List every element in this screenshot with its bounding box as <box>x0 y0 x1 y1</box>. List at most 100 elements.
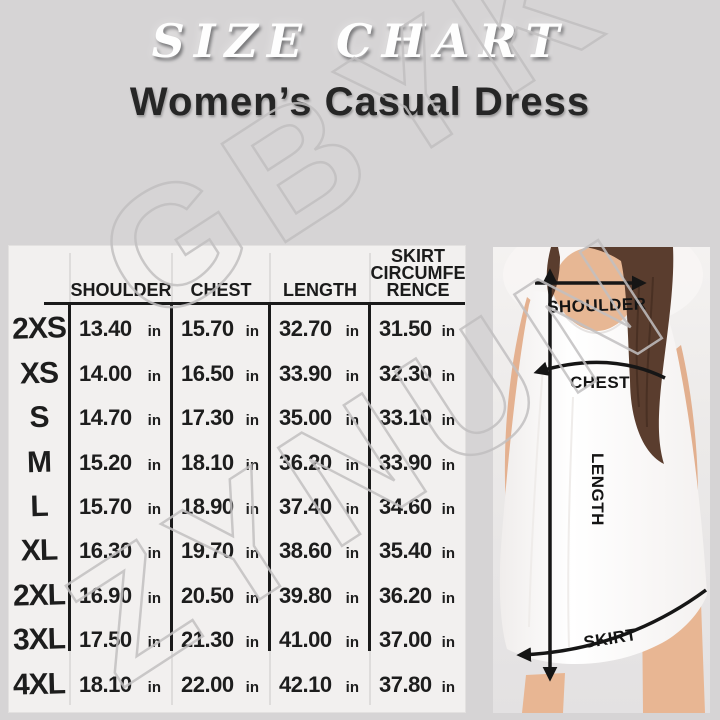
unit-label: in <box>441 634 455 652</box>
unit-label: in <box>245 456 259 474</box>
neck-skin <box>553 247 641 331</box>
measurement-cell: 18.10 in <box>172 450 270 476</box>
measurement-value: 38.60 <box>279 538 332 564</box>
measurement-cell: 34.60 in <box>370 494 466 520</box>
measurement-value: 33.10 <box>379 405 432 431</box>
measurement-cell: 17.50 in <box>70 627 172 653</box>
unit-label: in <box>245 500 259 518</box>
measurement-value: 41.00 <box>279 627 332 653</box>
column-header-chest: CHEST <box>190 279 252 300</box>
measurement-cell: 16.30 in <box>70 538 172 564</box>
measurement-value: 18.10 <box>79 671 132 697</box>
table-body: 2XS 13.40 in 15.70 in 32.70 in 31.50 in … <box>8 307 466 707</box>
measurement-cell: 16.90 in <box>70 583 172 609</box>
unit-label: in <box>345 545 359 563</box>
column-header-length: LENGTH <box>283 279 357 300</box>
unit-label: in <box>245 545 259 563</box>
unit-label: in <box>147 589 161 607</box>
measurement-cell: 37.00 in <box>370 627 466 653</box>
unit-label: in <box>245 367 259 385</box>
size-table: SHOULDER CHEST LENGTH SKIRT CIRCUMFERENC… <box>8 245 466 713</box>
measurement-cell: 32.30 in <box>370 361 466 387</box>
left-leg <box>522 673 565 713</box>
table-row: 2XL 16.90 in 20.50 in 39.80 in 36.20 in <box>8 574 466 618</box>
measurement-value: 15.20 <box>79 449 132 475</box>
measurement-cell: 18.10 in <box>70 672 172 698</box>
measurement-cell: 15.70 in <box>172 316 270 342</box>
unit-label: in <box>147 678 161 696</box>
unit-label: in <box>147 412 161 430</box>
measurement-value: 19.70 <box>181 538 234 564</box>
measurement-cell: 38.60 in <box>270 538 370 564</box>
measurement-cell: 20.50 in <box>172 583 270 609</box>
dress-diagram: SHOULDER CHEST LENGTH SKIRT <box>499 247 708 713</box>
size-label: 2XS <box>11 311 67 346</box>
measurement-value: 17.50 <box>79 627 132 653</box>
measurement-value: 37.80 <box>379 671 432 697</box>
measurement-value: 31.50 <box>379 316 432 342</box>
measurement-cell: 14.70 in <box>70 405 172 431</box>
measurement-value: 39.80 <box>279 582 332 608</box>
table-row: M 15.20 in 18.10 in 36.20 in 33.90 in <box>8 440 466 484</box>
unit-label: in <box>441 323 455 341</box>
unit-label: in <box>441 545 455 563</box>
unit-label: in <box>345 412 359 430</box>
measurement-value: 16.50 <box>181 360 234 386</box>
measurement-value: 35.00 <box>279 405 332 431</box>
size-label: XL <box>20 533 58 568</box>
measurement-cell: 35.00 in <box>270 405 370 431</box>
unit-label: in <box>245 678 259 696</box>
measurement-cell: 33.90 in <box>370 450 466 476</box>
dress-photo: SHOULDER CHEST LENGTH SKIRT <box>493 247 710 713</box>
unit-label: in <box>345 500 359 518</box>
hair-strands <box>635 276 654 428</box>
size-label: 2XL <box>12 578 66 613</box>
measurement-cell: 21.30 in <box>172 627 270 653</box>
measurement-cell: 39.80 in <box>270 583 370 609</box>
measurement-value: 14.00 <box>79 360 132 386</box>
size-label: 4XL <box>12 667 66 702</box>
measurement-cell: 33.10 in <box>370 405 466 431</box>
column-divider <box>368 302 371 651</box>
unit-label: in <box>147 500 161 518</box>
unit-label: in <box>441 412 455 430</box>
measurement-cell: 37.80 in <box>370 672 466 698</box>
measurement-value: 33.90 <box>379 449 432 475</box>
measurement-value: 36.20 <box>279 449 332 475</box>
measurement-cell: 36.20 in <box>270 450 370 476</box>
measurement-cell: 17.30 in <box>172 405 270 431</box>
measurement-value: 37.00 <box>379 627 432 653</box>
unit-label: in <box>345 323 359 341</box>
measurement-cell: 36.20 in <box>370 583 466 609</box>
table-header-row: SHOULDER CHEST LENGTH SKIRT CIRCUMFERENC… <box>8 245 466 302</box>
measurement-cell: 42.10 in <box>270 672 370 698</box>
measurement-cell: 32.70 in <box>270 316 370 342</box>
unit-label: in <box>345 367 359 385</box>
column-header-shoulder: SHOULDER <box>70 279 172 300</box>
measurement-value: 36.20 <box>379 582 432 608</box>
measurement-value: 35.40 <box>379 538 432 564</box>
table-row: XS 14.00 in 16.50 in 33.90 in 32.30 in <box>8 351 466 395</box>
measurement-cell: 13.40 in <box>70 316 172 342</box>
size-label: L <box>29 489 49 524</box>
measurement-cell: 19.70 in <box>172 538 270 564</box>
measurement-cell: 14.00 in <box>70 361 172 387</box>
page-title: SIZE CHART <box>151 14 569 68</box>
table-row: XL 16.30 in 19.70 in 38.60 in 35.40 in <box>8 529 466 573</box>
size-label: XS <box>19 356 59 391</box>
unit-label: in <box>441 678 455 696</box>
measurement-cell: 16.50 in <box>172 361 270 387</box>
measurement-cell: 33.90 in <box>270 361 370 387</box>
measurement-value: 18.10 <box>181 449 234 475</box>
unit-label: in <box>245 412 259 430</box>
size-label: M <box>26 445 52 479</box>
measurement-value: 32.70 <box>279 316 332 342</box>
measurement-cell: 35.40 in <box>370 538 466 564</box>
measurement-value: 37.40 <box>279 493 332 519</box>
unit-label: in <box>441 367 455 385</box>
unit-label: in <box>345 634 359 652</box>
measurement-value: 32.30 <box>379 360 432 386</box>
unit-label: in <box>441 456 455 474</box>
measurement-cell: 15.20 in <box>70 450 172 476</box>
measurement-cell: 41.00 in <box>270 627 370 653</box>
